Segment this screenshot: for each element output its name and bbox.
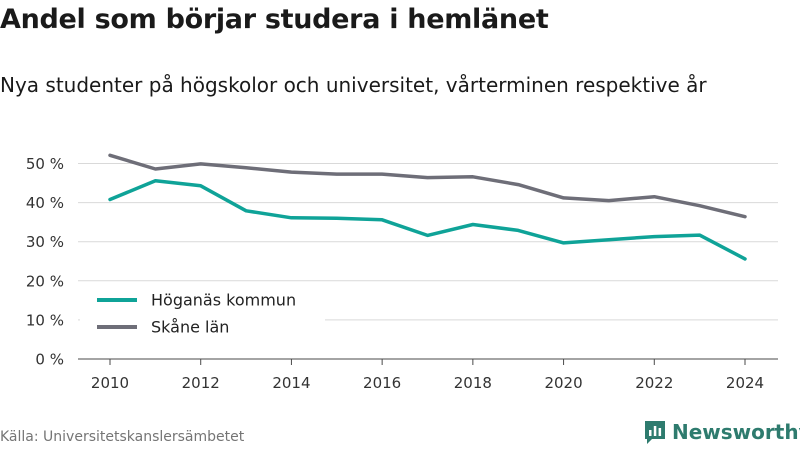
legend-background [80,284,325,344]
x-tick-label: 2022 [635,374,673,392]
y-tick-label: 20 % [26,272,64,290]
legend: Höganäs kommun Skåne län [80,284,325,344]
x-tick-label: 2020 [544,374,582,392]
x-tick-label: 2014 [272,374,310,392]
x-tick-label: 2024 [726,374,764,392]
brand-name: Newsworthy [672,420,800,444]
series-line-1 [108,178,747,261]
y-tick-label: 50 % [26,155,64,173]
x-tick-label: 2016 [363,374,401,392]
chart-subtitle: Nya studenter på högskolor och universit… [0,73,707,97]
y-tick-label: 10 % [26,311,64,329]
brand-logo: Newsworthy [643,419,800,445]
legend-label: Skåne län [151,318,229,337]
x-axis-ticks: 2010 2012 2014 2016 2018 2020 2022 2024 [91,359,764,392]
x-tick-label: 2012 [182,374,220,392]
chart-title: Andel som börjar studera i hemlänet [0,4,549,35]
legend-label: Höganäs kommun [151,291,296,310]
x-tick-label: 2010 [91,374,129,392]
series-lines [108,153,747,261]
line-chart: 0 % 10 % 20 % 30 % 40 % 50 % 2010 2012 2014 2016… [26,153,778,392]
y-tick-label: 30 % [26,233,64,251]
y-axis-ticks: 0 % 10 % 20 % 30 % 40 % 50 % [26,155,64,369]
source-note: Källa: Universitetskanslersämbetet [0,429,245,445]
y-tick-label: 0 % [35,351,64,369]
newsworthy-logo-icon [645,421,665,444]
series-line-2 [108,153,747,219]
x-tick-label: 2018 [454,374,492,392]
y-tick-label: 40 % [26,194,64,212]
